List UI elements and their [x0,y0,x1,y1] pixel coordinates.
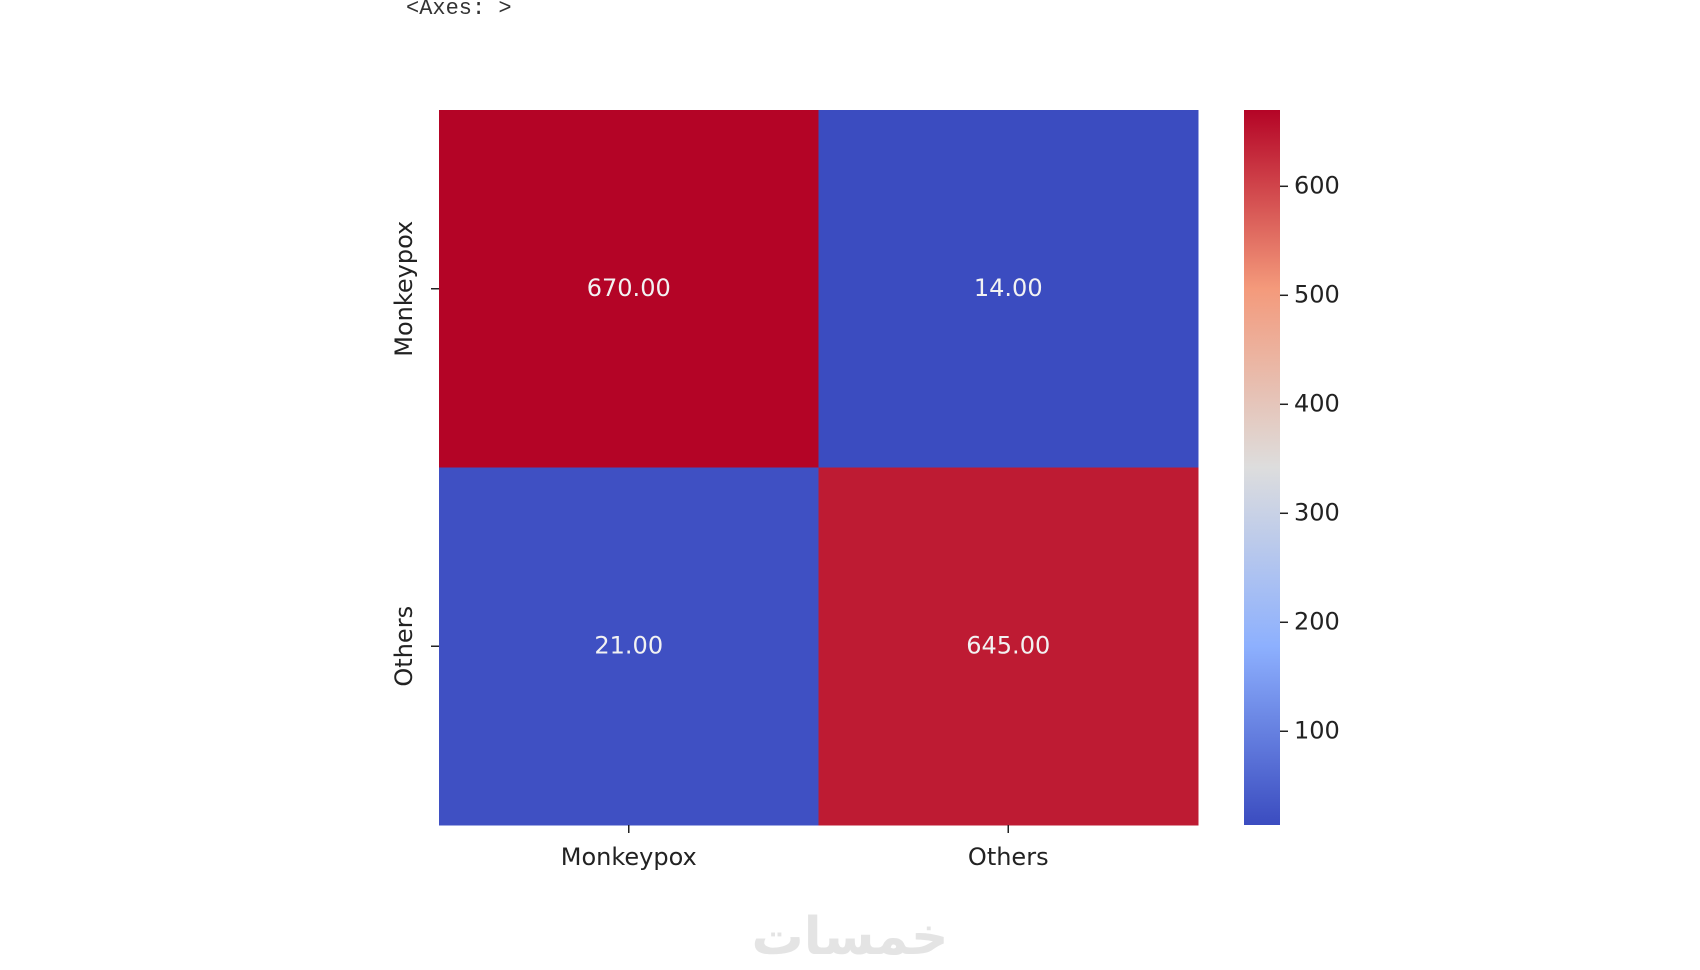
cell-label: 21.00 [594,631,663,659]
watermark: خمسات [751,907,948,967]
heatmap-cell [818,467,1199,826]
cell-label: 670.00 [587,274,671,302]
cell-label: 645.00 [966,631,1050,659]
axes-repr: <Axes: > [406,0,512,21]
x-tick-label: Others [968,843,1049,871]
y-tick-label: Others [390,606,418,687]
heatmap-cell [818,110,1199,468]
colorbar-tick-label: 600 [1294,171,1340,199]
heatmap-cell [439,467,819,826]
colorbar-tick-label: 500 [1294,280,1340,308]
cell-label: 14.00 [974,274,1043,302]
colorbar-tick-label: 300 [1294,498,1340,526]
colorbar-tick-label: 200 [1294,607,1340,635]
x-tick-label: Monkeypox [561,843,697,871]
colorbar-tick-label: 400 [1294,389,1340,417]
heatmap-cell [439,110,819,468]
colorbar-tick-label: 100 [1294,716,1340,744]
colorbar [1244,110,1280,825]
y-tick-label: Monkeypox [390,221,418,357]
